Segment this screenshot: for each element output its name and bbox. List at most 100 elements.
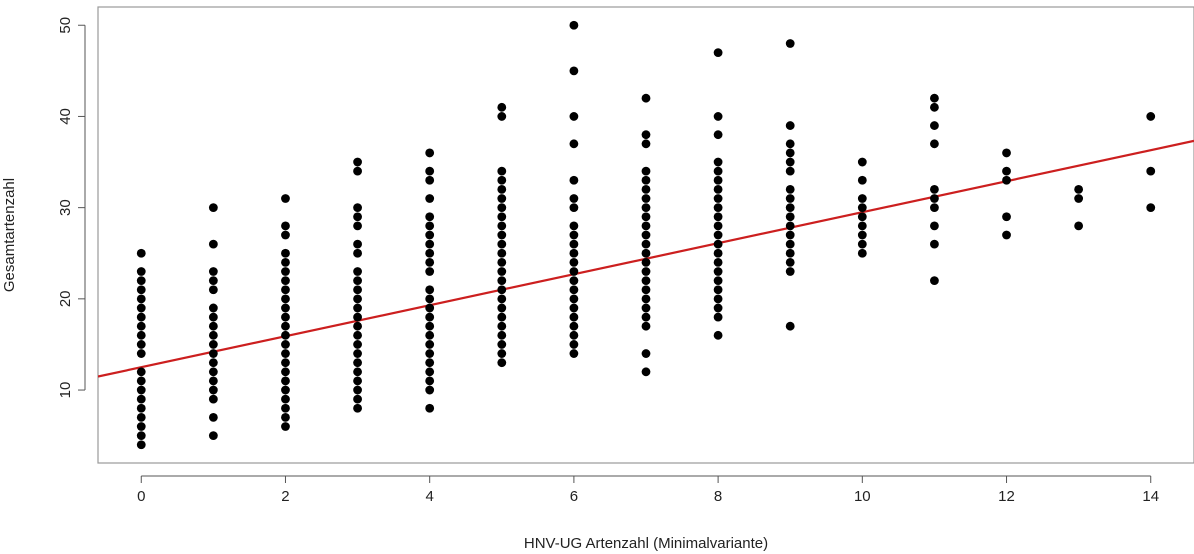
data-point <box>497 221 506 230</box>
y-tick-label: 20 <box>57 290 74 307</box>
data-point <box>786 139 795 148</box>
data-point <box>497 167 506 176</box>
data-point <box>714 221 723 230</box>
data-point <box>714 294 723 303</box>
data-point <box>137 294 146 303</box>
data-point <box>858 176 867 185</box>
data-point <box>642 285 651 294</box>
data-point <box>209 313 218 322</box>
data-point <box>353 367 362 376</box>
data-point <box>930 240 939 249</box>
data-point <box>786 231 795 240</box>
data-point <box>569 240 578 249</box>
data-point <box>209 358 218 367</box>
data-point <box>497 331 506 340</box>
data-point <box>786 158 795 167</box>
data-point <box>353 377 362 386</box>
data-point <box>569 249 578 258</box>
data-point <box>497 203 506 212</box>
x-tick-label: 10 <box>854 488 871 505</box>
data-point <box>642 276 651 285</box>
data-point <box>209 322 218 331</box>
data-point <box>642 267 651 276</box>
data-point <box>425 349 434 358</box>
data-point <box>642 240 651 249</box>
data-point <box>281 258 290 267</box>
data-point <box>209 431 218 440</box>
data-point <box>425 231 434 240</box>
data-point <box>137 395 146 404</box>
data-point <box>281 367 290 376</box>
data-point <box>569 139 578 148</box>
data-point <box>642 322 651 331</box>
x-tick-label: 8 <box>714 488 722 505</box>
data-point <box>353 267 362 276</box>
data-point <box>497 258 506 267</box>
data-point <box>569 221 578 230</box>
data-point <box>497 176 506 185</box>
data-point <box>858 194 867 203</box>
data-point <box>353 203 362 212</box>
data-point <box>569 331 578 340</box>
x-axis-title: HNV-UG Artenzahl (Minimalvariante) <box>524 535 768 552</box>
data-point <box>569 349 578 358</box>
data-point <box>858 231 867 240</box>
data-point <box>137 367 146 376</box>
data-point <box>1074 194 1083 203</box>
data-point <box>353 221 362 230</box>
data-point <box>642 94 651 103</box>
data-point <box>569 112 578 121</box>
data-point <box>137 377 146 386</box>
data-point <box>353 167 362 176</box>
data-point <box>714 313 723 322</box>
data-point <box>1002 149 1011 158</box>
data-point <box>569 194 578 203</box>
data-point <box>1146 203 1155 212</box>
data-point <box>786 212 795 221</box>
data-point <box>353 158 362 167</box>
data-point <box>353 386 362 395</box>
data-point <box>137 285 146 294</box>
data-point <box>642 185 651 194</box>
x-tick-label: 0 <box>137 488 145 505</box>
data-point <box>137 440 146 449</box>
data-point <box>137 422 146 431</box>
data-point <box>858 203 867 212</box>
data-point <box>714 185 723 194</box>
data-point <box>930 94 939 103</box>
data-point <box>281 331 290 340</box>
data-point <box>786 322 795 331</box>
data-point <box>569 285 578 294</box>
data-point <box>858 240 867 249</box>
data-point <box>281 404 290 413</box>
data-point <box>642 231 651 240</box>
data-point <box>569 176 578 185</box>
data-point <box>786 240 795 249</box>
data-point <box>209 377 218 386</box>
data-point <box>497 285 506 294</box>
data-point <box>209 203 218 212</box>
data-points-layer <box>137 21 1155 449</box>
data-point <box>714 203 723 212</box>
data-point <box>425 322 434 331</box>
data-point <box>353 313 362 322</box>
data-point <box>930 276 939 285</box>
data-point <box>137 349 146 358</box>
data-point <box>714 158 723 167</box>
data-point <box>425 167 434 176</box>
data-point <box>353 395 362 404</box>
data-point <box>497 340 506 349</box>
data-point <box>281 294 290 303</box>
data-point <box>281 285 290 294</box>
data-point <box>930 203 939 212</box>
data-point <box>497 313 506 322</box>
y-axis: 1020304050 <box>57 17 85 398</box>
data-point <box>425 249 434 258</box>
data-point <box>858 221 867 230</box>
data-point <box>353 349 362 358</box>
data-point <box>281 349 290 358</box>
x-tick-label: 12 <box>998 488 1015 505</box>
data-point <box>786 185 795 194</box>
data-point <box>425 294 434 303</box>
